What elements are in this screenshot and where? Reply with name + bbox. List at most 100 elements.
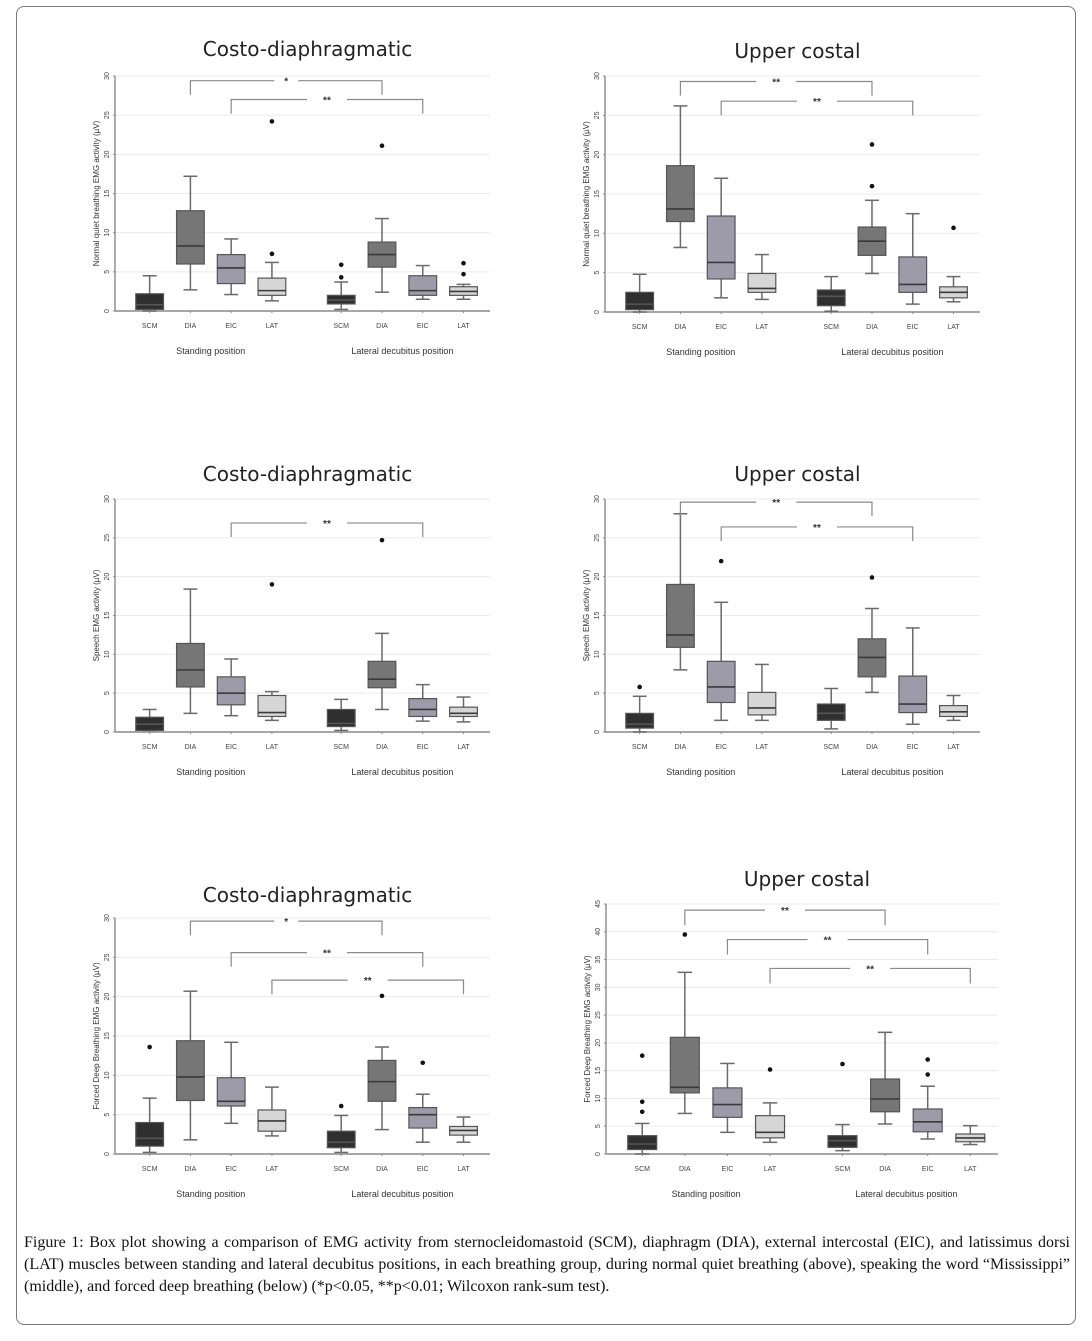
box-iqr (706, 660, 736, 704)
x-category-label: DIA (376, 1166, 388, 1173)
chart-panel-nqb-upper-costal: Upper costal 0 5 10 15 20 25 30 Normal quiet bre… (582, 30, 985, 360)
box-iqr (175, 1040, 205, 1102)
x-category-label: SCM (632, 744, 648, 751)
outlier-point (682, 932, 688, 937)
box-lateral-eic (898, 627, 928, 725)
box-standing-eic (706, 177, 736, 299)
outlier-point (639, 1109, 645, 1115)
y-tick-label: 15 (594, 612, 601, 620)
y-tick-label: 25 (595, 1011, 602, 1019)
x-category-label: EIC (907, 324, 919, 331)
box-iqr (816, 703, 846, 721)
y-axis-label: Speech EMG activity (µV) (92, 569, 101, 661)
outlier-point (951, 225, 956, 231)
y-tick-label: 5 (104, 270, 111, 274)
box-lateral-lat (939, 694, 968, 722)
chart-nqb-upper-costal: Upper costal 0 5 10 15 20 25 30 Normal quiet bre… (582, 39, 980, 357)
x-category-label: LAT (947, 744, 960, 751)
outlier-point (637, 684, 642, 690)
x-category-label: EIC (922, 1166, 934, 1173)
significance-bracket: ** (726, 936, 929, 955)
chart-title: Costo-diaphragmatic (203, 462, 412, 486)
x-category-label: LAT (266, 744, 279, 751)
box-standing-scm (135, 1044, 165, 1154)
bracket-left (230, 98, 307, 114)
box-iqr (408, 698, 438, 718)
y-tick-label: 0 (104, 309, 111, 313)
y-tick-label: 25 (104, 953, 111, 961)
significance-label: ** (813, 523, 821, 534)
y-tick-label: 0 (594, 730, 601, 734)
x-category-label: DIA (679, 1166, 691, 1173)
x-category-label: SCM (823, 744, 839, 751)
y-tick-label: 30 (595, 983, 602, 991)
box-lateral-scm (326, 698, 356, 732)
significance-bracket: ** (230, 519, 424, 538)
x-category-label: LAT (947, 324, 960, 331)
x-category-label: LAT (457, 1166, 470, 1173)
x-category-label: DIA (185, 323, 197, 330)
significance-bracket: ** (230, 96, 424, 114)
box-lateral-lat (449, 696, 478, 723)
x-category-label: EIC (722, 1166, 734, 1173)
x-category-label: DIA (866, 324, 878, 331)
box-lateral-lat (955, 1124, 986, 1146)
outlier-point (379, 143, 385, 149)
x-category-label: DIA (376, 323, 388, 330)
box-iqr (408, 275, 438, 296)
bracket-left (230, 952, 307, 967)
box-iqr (625, 712, 655, 729)
significance-bracket: ** (271, 976, 465, 995)
x-category-label: EIC (907, 744, 919, 751)
group-label: Lateral decubitus position (351, 346, 453, 356)
bracket-left (726, 938, 808, 955)
chart-title: Costo-diaphragmatic (203, 883, 412, 907)
y-tick-label: 15 (594, 190, 601, 198)
box-standing-eic (712, 1062, 743, 1134)
x-category-label: SCM (333, 1166, 349, 1173)
box-standing-eic (216, 238, 246, 296)
chart-forced-upper-costal: Upper costal 0 5 10 15 20 25 30 35 40 45 Forced Dee… (583, 867, 998, 1199)
bracket-right (796, 80, 873, 96)
y-tick-label: 10 (104, 229, 111, 237)
y-tick-label: 25 (594, 111, 601, 119)
y-tick-label: 15 (104, 1032, 111, 1040)
x-category-label: DIA (675, 324, 687, 331)
y-tick-label: 10 (104, 650, 111, 658)
significance-bracket: * (189, 917, 383, 936)
bracket-left (720, 526, 797, 541)
chart-speech-costo-diaphragmatic: Costo-diaphragmatic 0 5 10 15 20 25 30 Speech EM… (92, 462, 490, 777)
box-iqr (257, 277, 287, 296)
outlier-point (338, 1103, 344, 1109)
bracket-right (836, 100, 914, 116)
outlier-point (925, 1057, 930, 1062)
y-tick-label: 15 (104, 612, 111, 620)
y-tick-label: 5 (104, 691, 111, 695)
y-tick-label: 20 (104, 573, 111, 581)
significance-label: ** (813, 97, 821, 108)
box-standing-lat (747, 253, 777, 301)
box-standing-lat (747, 663, 777, 722)
bracket-left (271, 979, 348, 995)
y-tick-label: 5 (104, 1113, 111, 1117)
chart-forced-costo-diaphragmatic: Costo-diaphragmatic 0 5 10 15 20 25 30 Forced De… (92, 883, 490, 1199)
y-tick-label: 30 (104, 72, 111, 80)
significance-bracket: ** (720, 97, 914, 116)
bracket-right (346, 98, 424, 114)
y-tick-label: 30 (594, 72, 601, 80)
outlier-point (338, 275, 344, 280)
x-category-label: DIA (879, 1166, 891, 1173)
figure-caption: Figure 1: Box plot showing a comparison … (24, 1232, 1070, 1298)
group-label: Lateral decubitus position (841, 767, 943, 777)
x-category-label: EIC (225, 323, 237, 330)
significance-bracket: ** (769, 964, 971, 984)
group-label: Standing position (666, 347, 735, 357)
x-category-label: SCM (142, 323, 158, 330)
x-category-label: DIA (376, 744, 388, 751)
significance-bracket: ** (720, 523, 914, 541)
caption-label: Figure 1: (24, 1234, 84, 1251)
bracket-right (298, 920, 383, 936)
box-iqr (754, 1115, 786, 1139)
outlier-point (869, 575, 875, 580)
outlier-point (379, 993, 385, 999)
